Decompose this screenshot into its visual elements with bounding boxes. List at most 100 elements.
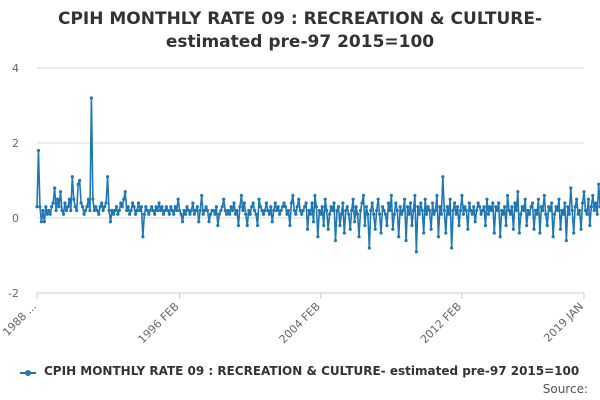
data-point[interactable]	[150, 205, 154, 209]
data-point[interactable]	[476, 201, 480, 205]
data-point[interactable]	[282, 201, 286, 205]
data-point[interactable]	[235, 208, 239, 213]
data-point[interactable]	[169, 205, 173, 209]
data-point[interactable]	[213, 212, 217, 216]
data-point[interactable]	[347, 212, 351, 216]
data-point[interactable]	[407, 212, 411, 216]
data-point[interactable]	[241, 208, 245, 213]
data-point[interactable]	[294, 212, 298, 216]
data-point[interactable]	[92, 208, 96, 213]
data-point[interactable]	[83, 208, 88, 213]
data-point[interactable]	[379, 231, 383, 235]
data-point[interactable]	[457, 223, 461, 228]
data-point[interactable]	[382, 208, 386, 213]
data-point[interactable]	[54, 208, 58, 213]
data-point[interactable]	[544, 212, 548, 216]
data-point[interactable]	[330, 208, 335, 213]
data-point[interactable]	[138, 208, 142, 213]
data-point[interactable]	[266, 208, 270, 213]
data-point[interactable]	[561, 212, 566, 216]
data-point[interactable]	[180, 220, 185, 224]
data-point[interactable]	[491, 201, 495, 205]
data-point[interactable]	[286, 208, 291, 213]
data-point[interactable]	[329, 205, 333, 209]
data-point[interactable]	[307, 208, 311, 213]
data-point[interactable]	[276, 205, 280, 209]
data-point[interactable]	[50, 205, 54, 209]
data-point[interactable]	[278, 212, 282, 216]
data-point[interactable]	[435, 193, 439, 198]
data-point[interactable]	[91, 197, 95, 201]
data-point[interactable]	[426, 205, 430, 209]
data-point[interactable]	[295, 205, 299, 209]
data-point[interactable]	[567, 212, 571, 216]
data-point[interactable]	[319, 212, 323, 216]
data-point[interactable]	[189, 208, 193, 213]
data-point[interactable]	[60, 208, 64, 213]
data-point[interactable]	[398, 205, 402, 209]
data-point[interactable]	[342, 231, 346, 235]
data-point[interactable]	[514, 208, 518, 213]
data-point[interactable]	[145, 208, 149, 213]
data-point[interactable]	[444, 231, 448, 235]
data-point[interactable]	[560, 208, 564, 213]
data-point[interactable]	[417, 212, 421, 216]
data-point[interactable]	[325, 208, 329, 213]
data-point[interactable]	[529, 205, 533, 209]
data-point[interactable]	[86, 197, 91, 201]
data-point[interactable]	[201, 212, 205, 216]
data-point[interactable]	[592, 208, 596, 213]
data-point[interactable]	[363, 223, 367, 228]
data-point[interactable]	[463, 205, 467, 209]
data-point[interactable]	[283, 205, 288, 209]
data-point[interactable]	[182, 208, 186, 213]
data-point[interactable]	[104, 201, 108, 205]
data-point[interactable]	[392, 212, 396, 216]
data-point[interactable]	[35, 205, 39, 209]
data-point[interactable]	[298, 208, 302, 213]
data-point[interactable]	[472, 205, 476, 209]
data-point[interactable]	[326, 227, 330, 231]
data-point[interactable]	[275, 208, 279, 213]
data-point[interactable]	[579, 227, 583, 231]
data-point[interactable]	[219, 208, 223, 213]
data-point[interactable]	[550, 201, 554, 205]
data-point[interactable]	[520, 205, 524, 209]
data-point[interactable]	[279, 208, 283, 213]
data-point[interactable]	[480, 208, 485, 213]
data-point[interactable]	[585, 212, 589, 216]
data-point[interactable]	[163, 208, 167, 213]
data-point[interactable]	[536, 197, 541, 201]
data-point[interactable]	[436, 235, 441, 239]
data-point[interactable]	[366, 212, 370, 216]
data-point[interactable]	[203, 208, 207, 213]
data-point[interactable]	[538, 231, 542, 235]
data-point[interactable]	[176, 197, 180, 201]
data-point[interactable]	[172, 212, 176, 216]
data-point[interactable]	[542, 193, 546, 198]
data-point[interactable]	[122, 197, 126, 201]
data-point[interactable]	[350, 208, 354, 213]
data-point[interactable]	[345, 205, 349, 209]
data-point[interactable]	[232, 201, 236, 205]
data-point[interactable]	[304, 201, 308, 205]
data-point[interactable]	[527, 212, 532, 216]
data-point[interactable]	[100, 201, 104, 205]
data-point[interactable]	[272, 208, 276, 213]
data-point[interactable]	[179, 212, 183, 216]
data-point[interactable]	[430, 201, 435, 205]
data-point[interactable]	[85, 205, 89, 209]
data-point[interactable]	[105, 175, 110, 179]
data-point[interactable]	[582, 190, 586, 194]
data-point[interactable]	[248, 212, 252, 216]
data-point[interactable]	[157, 201, 161, 205]
data-point[interactable]	[333, 238, 338, 243]
data-point[interactable]	[364, 205, 368, 209]
data-point[interactable]	[94, 205, 98, 209]
data-point[interactable]	[269, 205, 273, 209]
data-point[interactable]	[554, 205, 558, 209]
data-point[interactable]	[191, 201, 195, 205]
data-point[interactable]	[519, 212, 523, 216]
data-point[interactable]	[61, 212, 66, 216]
data-point[interactable]	[147, 212, 151, 216]
